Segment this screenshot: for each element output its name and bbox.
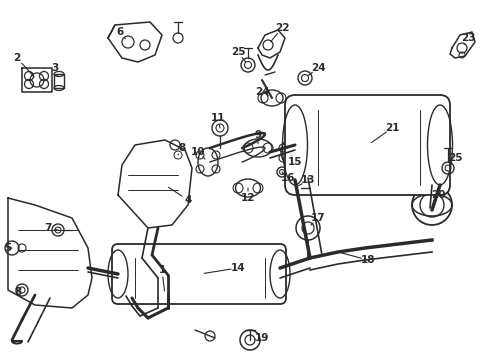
Text: 12: 12 xyxy=(240,193,255,203)
Text: 18: 18 xyxy=(360,255,374,265)
Text: 22: 22 xyxy=(274,23,289,33)
Text: 16: 16 xyxy=(280,173,295,183)
Text: 10: 10 xyxy=(190,147,205,157)
Text: 4: 4 xyxy=(184,195,191,205)
FancyBboxPatch shape xyxy=(112,244,285,304)
Text: 23: 23 xyxy=(460,33,474,43)
Text: 11: 11 xyxy=(210,113,225,123)
Text: 19: 19 xyxy=(254,333,268,343)
Text: 8: 8 xyxy=(14,287,21,297)
Text: 1: 1 xyxy=(158,265,165,275)
Text: 15: 15 xyxy=(287,157,302,167)
Text: 24: 24 xyxy=(254,87,269,97)
Text: 17: 17 xyxy=(310,213,325,223)
FancyBboxPatch shape xyxy=(285,95,449,195)
Text: 9: 9 xyxy=(254,130,261,140)
Text: 5: 5 xyxy=(4,243,12,253)
Text: 8: 8 xyxy=(178,143,185,153)
Text: 3: 3 xyxy=(51,63,59,73)
Text: 24: 24 xyxy=(310,63,325,73)
Text: 25: 25 xyxy=(230,47,245,57)
Text: 20: 20 xyxy=(430,190,445,200)
Text: 13: 13 xyxy=(300,175,315,185)
Text: 25: 25 xyxy=(447,153,461,163)
Text: 14: 14 xyxy=(230,263,245,273)
Text: 7: 7 xyxy=(44,223,52,233)
Text: 21: 21 xyxy=(384,123,398,133)
Text: 6: 6 xyxy=(116,27,123,37)
Text: 2: 2 xyxy=(13,53,20,63)
